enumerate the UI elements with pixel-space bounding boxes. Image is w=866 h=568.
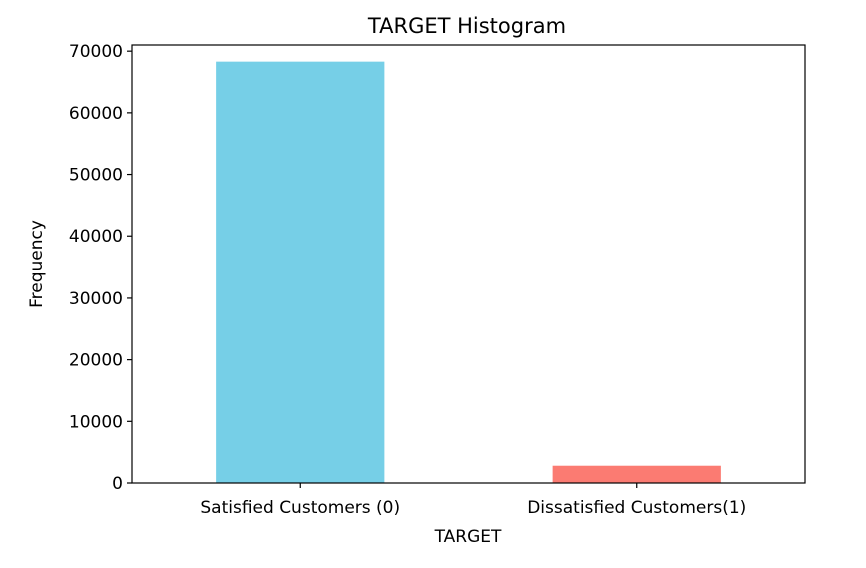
bar-0: [216, 61, 385, 483]
plot-frame: [131, 44, 806, 484]
y-tick-label-2: 20000: [69, 351, 123, 371]
chart-title: TARGET Histogram: [367, 14, 566, 38]
x-axis-ticks: Satisfied Customers (0) Dissatisfied Cust…: [200, 483, 746, 518]
x-tick-label-1: Dissatisfied Customers(1): [527, 498, 746, 518]
y-tick-label-3: 30000: [69, 289, 123, 309]
y-tick-label-5: 50000: [69, 166, 123, 186]
x-tick-label-0: Satisfied Customers (0): [200, 498, 400, 518]
y-tick-label-1: 10000: [69, 412, 123, 432]
y-tick-label-6: 60000: [69, 104, 123, 124]
y-axis-ticks: 0 10000 20000 30000 40000 50000 60000 70000: [69, 42, 132, 494]
y-tick-label-0: 0: [112, 474, 123, 494]
y-tick-label-4: 40000: [69, 227, 123, 247]
bars-group: [216, 61, 721, 483]
y-tick-label-7: 70000: [69, 42, 123, 62]
bar-1: [552, 465, 721, 483]
y-axis-label: Frequency: [27, 220, 47, 308]
x-axis-label: TARGET: [434, 527, 502, 547]
